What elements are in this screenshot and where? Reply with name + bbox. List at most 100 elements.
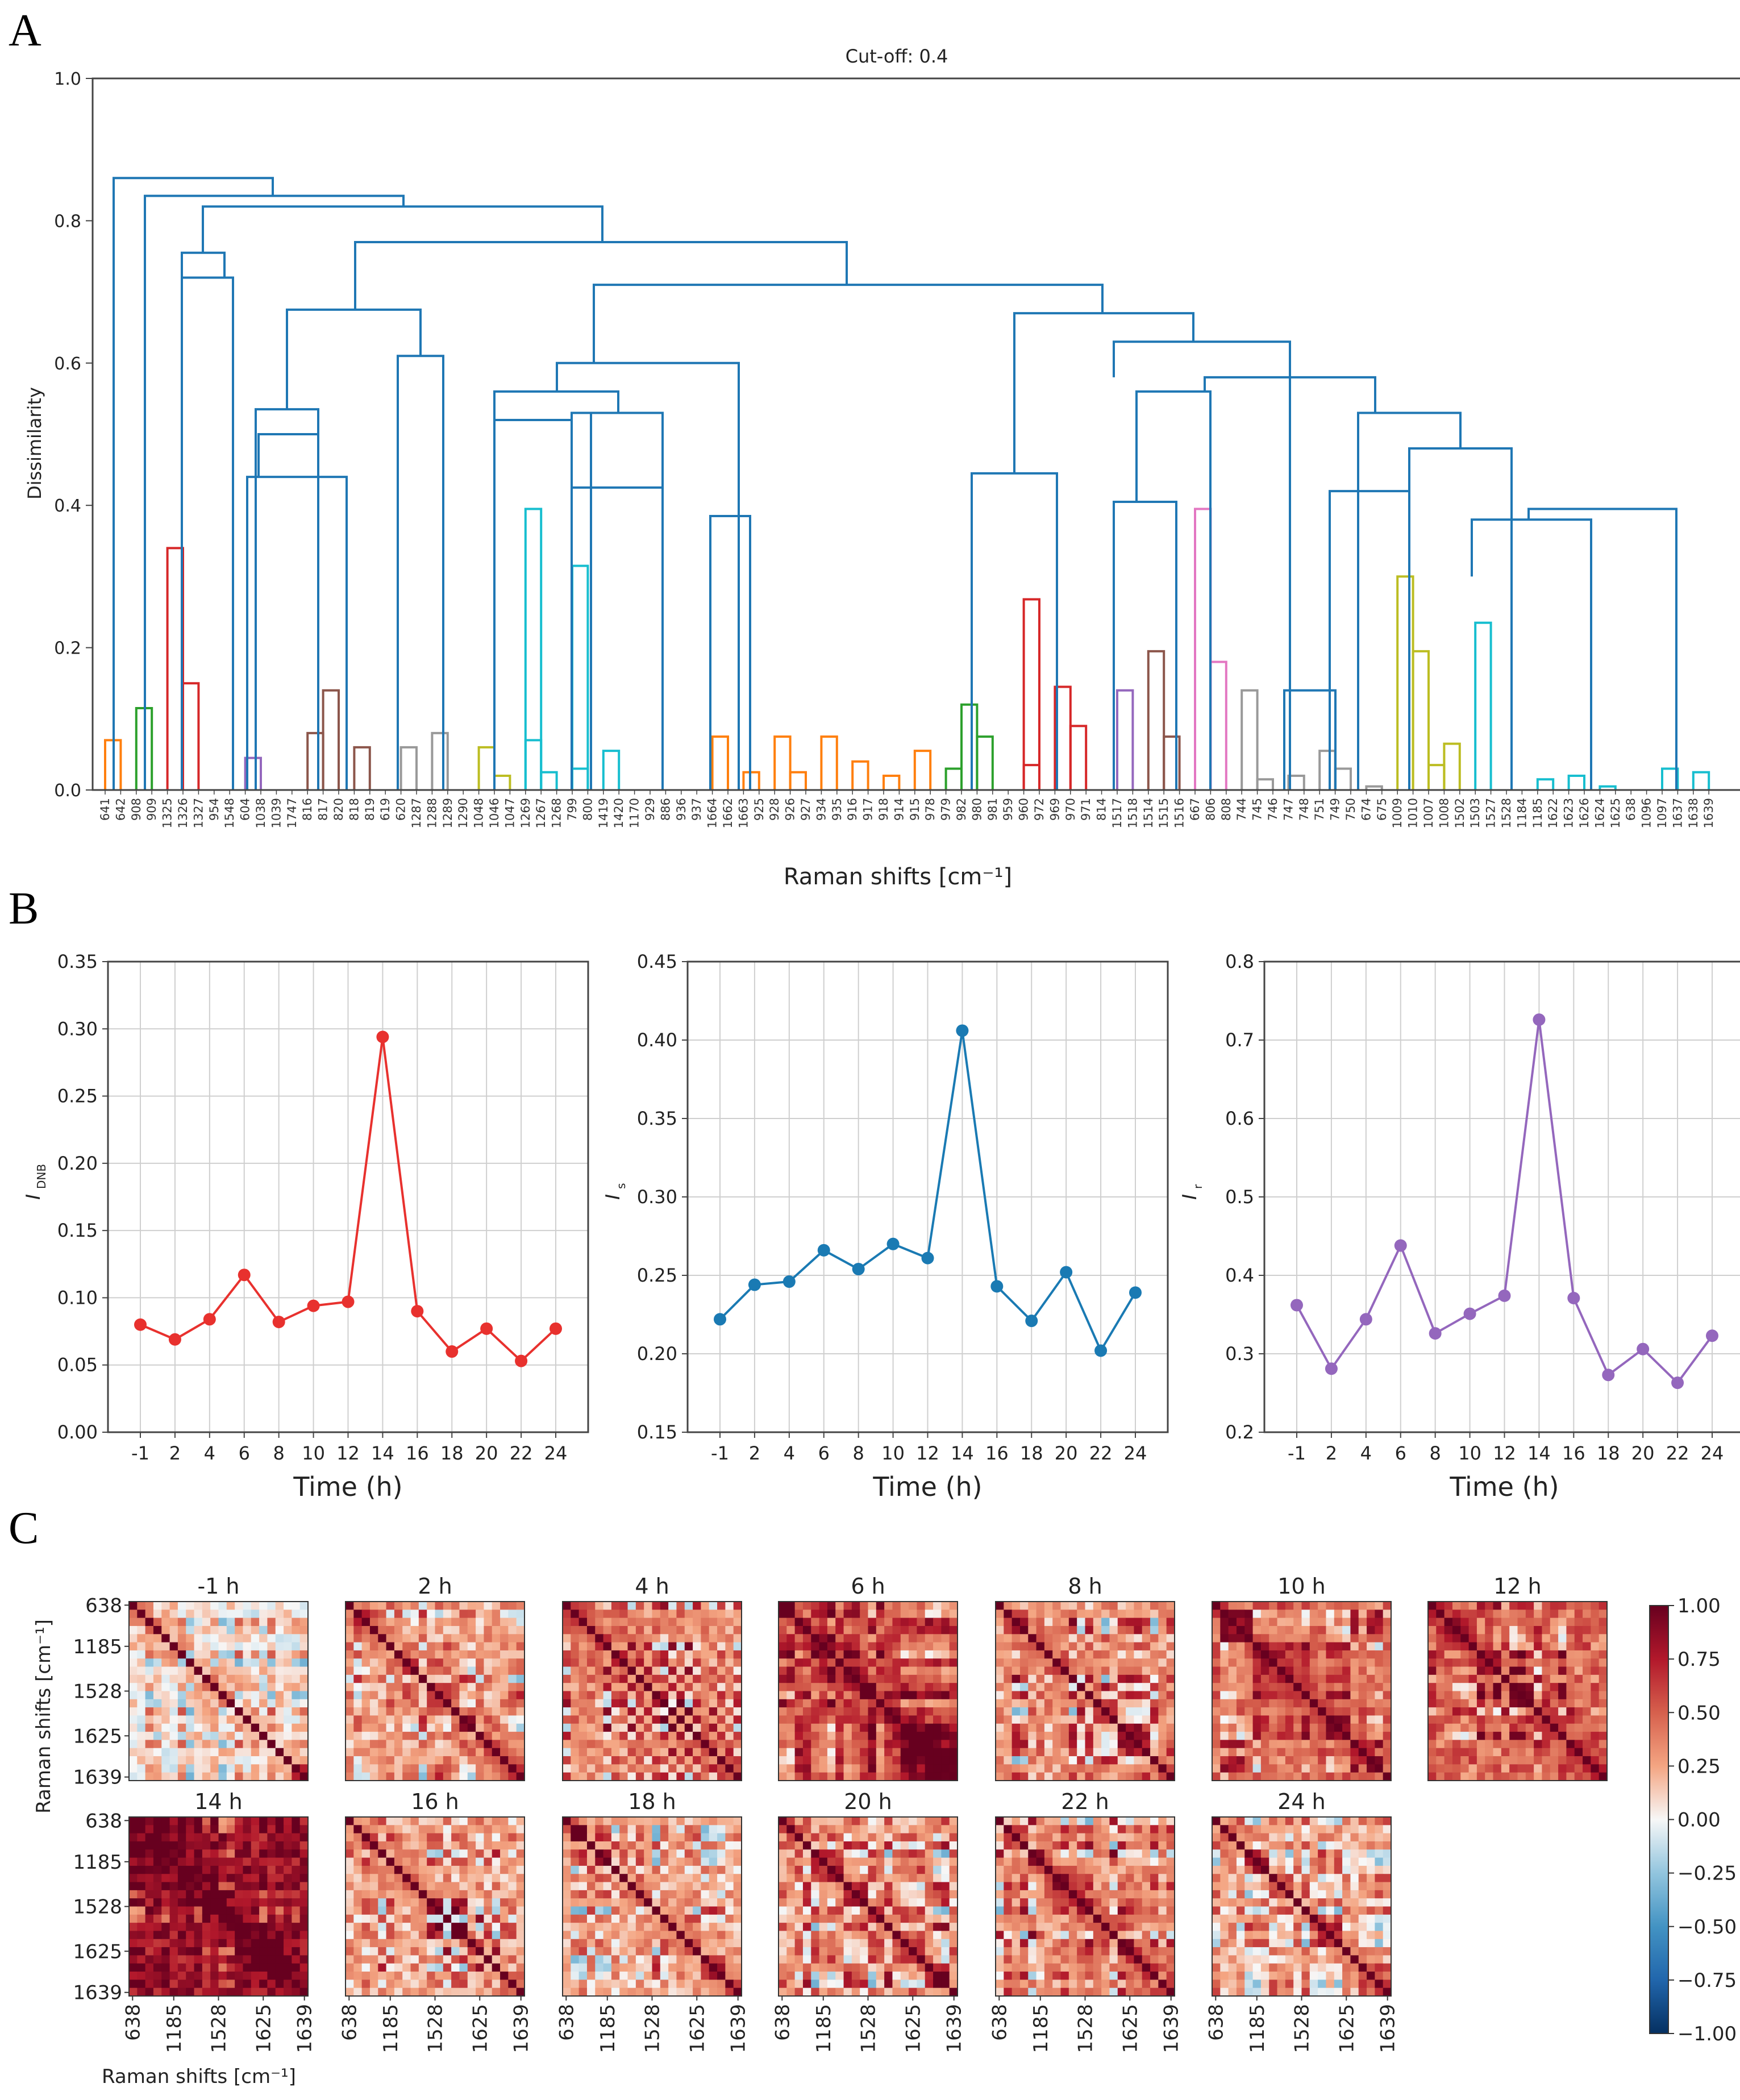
heatmap-cell bbox=[603, 1610, 612, 1619]
heatmap-cell bbox=[1004, 1699, 1013, 1708]
heatmap-cell bbox=[451, 1658, 460, 1667]
heatmap-cell bbox=[1244, 1602, 1254, 1610]
heatmap-cell bbox=[779, 1666, 787, 1675]
heatmap-cell bbox=[161, 1923, 170, 1932]
heatmap-cell bbox=[884, 1683, 893, 1692]
heatmap-cell bbox=[1550, 1699, 1559, 1708]
heatmap-cell bbox=[811, 1740, 820, 1749]
heatmap-cell bbox=[876, 1732, 885, 1741]
heatmap-cell bbox=[933, 1602, 942, 1610]
heatmap-cell bbox=[435, 1939, 444, 1948]
heatmap-cell bbox=[378, 1634, 387, 1643]
heatmap-cell bbox=[500, 1947, 509, 1956]
heatmap-cell bbox=[1460, 1699, 1470, 1708]
heatmap-cell bbox=[1244, 1658, 1254, 1667]
heatmap-cell bbox=[1285, 1683, 1294, 1692]
heatmap-cell bbox=[194, 1723, 203, 1732]
heatmap-cell bbox=[1342, 1666, 1351, 1675]
heatmap-cell bbox=[1591, 1748, 1600, 1757]
heatmap-cell bbox=[1509, 1707, 1518, 1716]
dendrogram-leaf-label: 915 bbox=[908, 798, 922, 821]
heatmap-cell bbox=[1542, 1610, 1551, 1619]
heatmap-cell bbox=[1085, 1756, 1094, 1765]
heatmap-cell bbox=[1358, 1602, 1367, 1610]
heatmap-cell bbox=[243, 1602, 252, 1610]
heatmap-cell bbox=[786, 1610, 796, 1619]
heatmap-cell bbox=[1375, 1715, 1384, 1724]
dendrogram-link bbox=[1329, 490, 1410, 790]
heatmap-cell bbox=[508, 1955, 517, 1964]
heatmap-cell bbox=[1599, 1666, 1608, 1675]
heatmap-cell bbox=[153, 1898, 162, 1907]
heatmap-cell bbox=[1158, 1764, 1167, 1773]
heatmap-cell bbox=[186, 1825, 195, 1834]
heatmap-cell bbox=[733, 1748, 742, 1757]
heatmap-cell bbox=[410, 1756, 419, 1765]
heatmap-cell bbox=[218, 1732, 227, 1741]
heatmap-cell bbox=[1444, 1732, 1453, 1741]
heatmap-cell bbox=[169, 1715, 178, 1724]
heatmap-cell bbox=[603, 1658, 612, 1667]
heatmap-cell bbox=[243, 1772, 252, 1781]
heatmap-cell bbox=[492, 1874, 501, 1883]
heatmap-cell bbox=[508, 1699, 517, 1708]
heatmap-cell bbox=[394, 1906, 403, 1915]
heatmap-cell bbox=[1599, 1642, 1608, 1651]
heatmap-cell bbox=[1044, 1602, 1053, 1610]
heatmap-cell bbox=[900, 1642, 909, 1651]
dendrogram-leaf-label: 619 bbox=[378, 798, 392, 821]
heatmap-cell bbox=[251, 1625, 260, 1635]
heatmap-cell bbox=[259, 1707, 268, 1716]
heatmap-cell bbox=[402, 1764, 411, 1773]
dendrogram-leaf-label: 819 bbox=[363, 798, 377, 821]
heatmap-cell bbox=[1228, 1666, 1237, 1675]
heatmap-cell bbox=[500, 1691, 509, 1700]
heatmap-cell bbox=[1476, 1674, 1485, 1683]
heatmap-cell bbox=[1134, 1723, 1143, 1732]
heatmap-cell bbox=[435, 1691, 444, 1700]
heatmap-cell bbox=[563, 1764, 571, 1773]
heatmap-cell bbox=[693, 1723, 702, 1732]
heatmap-cell bbox=[1301, 1764, 1310, 1773]
heatmap-cell bbox=[169, 1972, 178, 1980]
heatmap-cell bbox=[484, 1987, 493, 1997]
heatmap-cell bbox=[1444, 1691, 1453, 1700]
dendrogram-link bbox=[1357, 411, 1462, 790]
heatmap-cell bbox=[717, 1617, 726, 1627]
heatmap-cell bbox=[1134, 1748, 1143, 1757]
heatmap-cell bbox=[1342, 1756, 1351, 1765]
heatmap-cell bbox=[1358, 1748, 1367, 1757]
heatmap-cell bbox=[1428, 1617, 1437, 1627]
heatmap-cell bbox=[1019, 1699, 1029, 1708]
heatmap-cell bbox=[1591, 1650, 1600, 1659]
heatmap-cell bbox=[644, 1625, 653, 1635]
heatmap-cell bbox=[427, 1740, 436, 1749]
heatmap-cell bbox=[1583, 1617, 1591, 1627]
heatmap-cell bbox=[811, 1650, 820, 1659]
heatmap-cell bbox=[169, 1723, 178, 1732]
dendrogram-leaf-label: 1288 bbox=[425, 798, 439, 828]
heatmap-cell bbox=[484, 1947, 493, 1956]
heatmap-cell bbox=[1501, 1610, 1510, 1619]
dendrogram-leaf-label: 1527 bbox=[1484, 798, 1498, 828]
heatmap-cell bbox=[660, 1699, 669, 1708]
heatmap-cell bbox=[1485, 1642, 1494, 1651]
heatmap-cell bbox=[860, 1748, 869, 1757]
heatmap-cell bbox=[476, 1610, 485, 1619]
heatmap-cell bbox=[129, 1723, 138, 1732]
heatmap-cell bbox=[161, 1732, 170, 1741]
heatmap-cell bbox=[459, 1634, 468, 1643]
heatmap-cell bbox=[851, 1602, 860, 1610]
heatmap-cell bbox=[996, 1764, 1004, 1773]
heatmap-cell bbox=[1260, 1764, 1269, 1773]
heatmap-frame bbox=[345, 1601, 525, 1781]
heatmap-cell bbox=[843, 1756, 852, 1765]
heatmap-cell bbox=[353, 1617, 363, 1627]
heatmap-cell bbox=[1052, 1715, 1062, 1724]
heatmap-cell bbox=[635, 1602, 644, 1610]
heatmap-cell bbox=[218, 1602, 227, 1610]
heatmap-cell bbox=[827, 1740, 836, 1749]
heatmap-cell bbox=[129, 1817, 138, 1825]
heatmap-cell bbox=[1501, 1691, 1510, 1700]
heatmap-cell bbox=[1476, 1602, 1485, 1610]
